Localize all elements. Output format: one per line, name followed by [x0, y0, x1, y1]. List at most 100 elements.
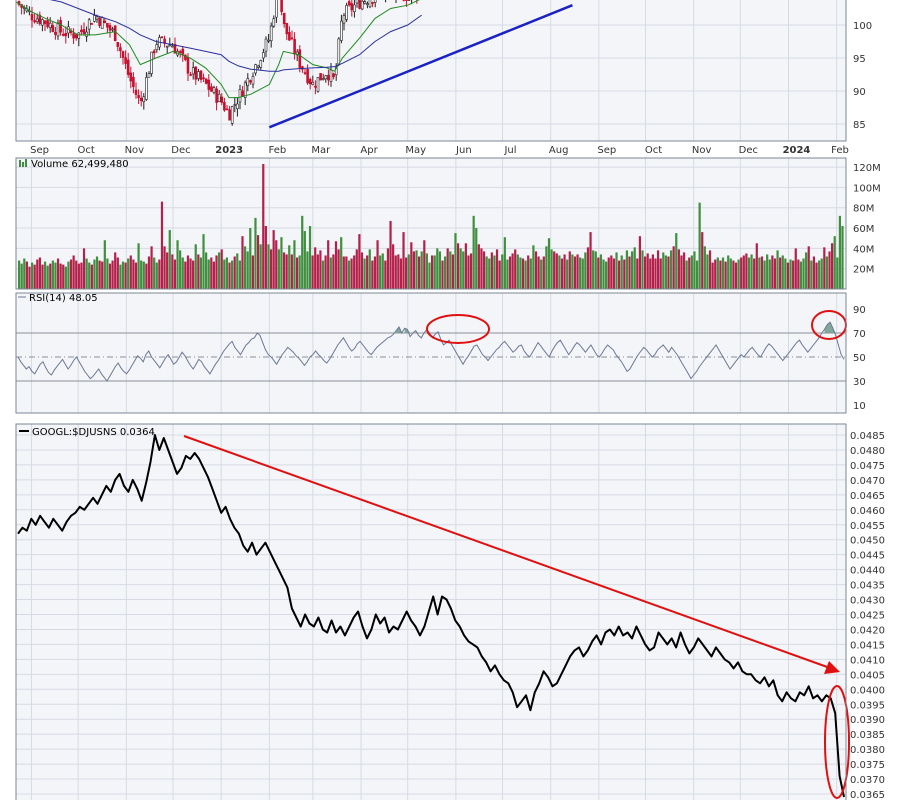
volume-bar	[70, 260, 72, 289]
price-candle-body	[262, 53, 264, 58]
volume-bar	[823, 247, 825, 289]
price-candle-body	[41, 20, 43, 26]
volume-bar	[358, 234, 360, 289]
volume-bar	[395, 255, 397, 289]
volume-bar	[763, 261, 765, 289]
price-candle-body	[242, 91, 244, 97]
price-candle-body	[104, 21, 106, 23]
volume-bar	[504, 237, 506, 289]
price-candle-body	[309, 79, 311, 83]
volume-bar	[182, 258, 184, 289]
volume-bar	[699, 203, 701, 289]
volume-bar	[654, 259, 656, 289]
price-candle-body	[226, 109, 228, 110]
volume-bar	[345, 256, 347, 289]
price-candle-body	[265, 39, 267, 51]
volume-bar	[176, 240, 178, 289]
volume-title: Volume 62,499,480	[31, 159, 129, 170]
ratio-y-tick-label: 0.0470	[850, 476, 885, 487]
volume-bar	[566, 260, 568, 289]
price-candle-body	[320, 73, 322, 80]
price-candle-body	[294, 39, 296, 54]
volume-bar	[738, 260, 740, 289]
price-candle-body	[151, 52, 153, 73]
price-candle-body	[166, 46, 168, 47]
price-candle-body	[182, 49, 184, 54]
price-candle-body	[99, 18, 101, 26]
price-candle-body	[195, 67, 197, 79]
volume-bar	[550, 249, 552, 289]
volume-bar	[631, 251, 633, 289]
price-candle-body	[179, 51, 181, 52]
volume-bar	[257, 235, 259, 289]
x-tick-label: Sep	[30, 145, 49, 156]
volume-bar	[101, 262, 103, 289]
volume-bar	[421, 251, 423, 289]
volume-bar	[602, 260, 604, 289]
volume-bar	[514, 249, 516, 289]
volume-bar	[392, 244, 394, 289]
volume-bar	[389, 221, 391, 289]
price-candle-body	[283, 13, 285, 24]
volume-bar	[397, 254, 399, 289]
price-candle-body	[117, 42, 119, 46]
volume-bar	[662, 252, 664, 289]
ratio-y-tick-label: 0.0415	[850, 640, 885, 651]
volume-bar	[512, 253, 514, 289]
volume-bar	[184, 262, 186, 289]
volume-bar	[522, 259, 524, 289]
volume-bar	[828, 251, 830, 289]
volume-bar	[215, 255, 217, 289]
volume-bar	[558, 255, 560, 289]
volume-bar	[273, 230, 275, 289]
price-candle-body	[239, 89, 241, 102]
volume-bar	[743, 255, 745, 289]
price-candle-body	[351, 3, 353, 10]
volume-bar	[813, 256, 815, 289]
volume-bar	[815, 263, 817, 289]
volume-bar	[600, 254, 602, 289]
price-candle-body	[197, 72, 199, 79]
volume-bar	[576, 254, 578, 289]
price-candle-body	[353, 5, 355, 12]
volume-bar	[234, 256, 236, 289]
volume-bar	[574, 256, 576, 289]
x-tick-label: Mar	[311, 145, 331, 156]
x-tick-label: 2024	[783, 145, 811, 156]
volume-bar	[249, 228, 251, 289]
volume-bar	[47, 266, 49, 289]
volume-bar	[761, 256, 763, 289]
price-candle-body	[130, 73, 132, 81]
price-candle-body	[369, 0, 371, 7]
x-tick-label: Nov	[125, 145, 145, 156]
volume-bar	[802, 259, 804, 289]
volume-bar	[91, 265, 93, 289]
volume-bar	[236, 253, 238, 289]
ratio-y-tick-label: 0.0395	[850, 700, 885, 711]
volume-bar	[758, 258, 760, 289]
price-candle-body	[65, 33, 67, 36]
volume-bar	[327, 240, 329, 289]
volume-bar	[23, 259, 25, 289]
price-candle-body	[270, 26, 272, 41]
price-panel-bg	[16, 0, 846, 141]
price-candle-body	[366, 4, 368, 5]
price-candle-body	[169, 45, 171, 46]
volume-bar	[683, 252, 685, 289]
volume-y-tick-label: 80M	[853, 204, 874, 215]
price-candle-body	[127, 60, 129, 75]
volume-bar	[753, 259, 755, 289]
volume-bar	[670, 250, 672, 289]
volume-bar	[810, 261, 812, 289]
volume-bar	[239, 261, 241, 289]
volume-bar	[124, 263, 126, 289]
volume-bar	[834, 236, 836, 289]
price-candle-body	[101, 18, 103, 29]
volume-bar	[452, 254, 454, 289]
volume-bar	[610, 255, 612, 289]
price-candle-body	[132, 77, 134, 87]
volume-bar	[356, 249, 358, 289]
price-candle-body	[312, 82, 314, 84]
volume-bar	[447, 248, 449, 289]
volume-bar	[366, 255, 368, 289]
